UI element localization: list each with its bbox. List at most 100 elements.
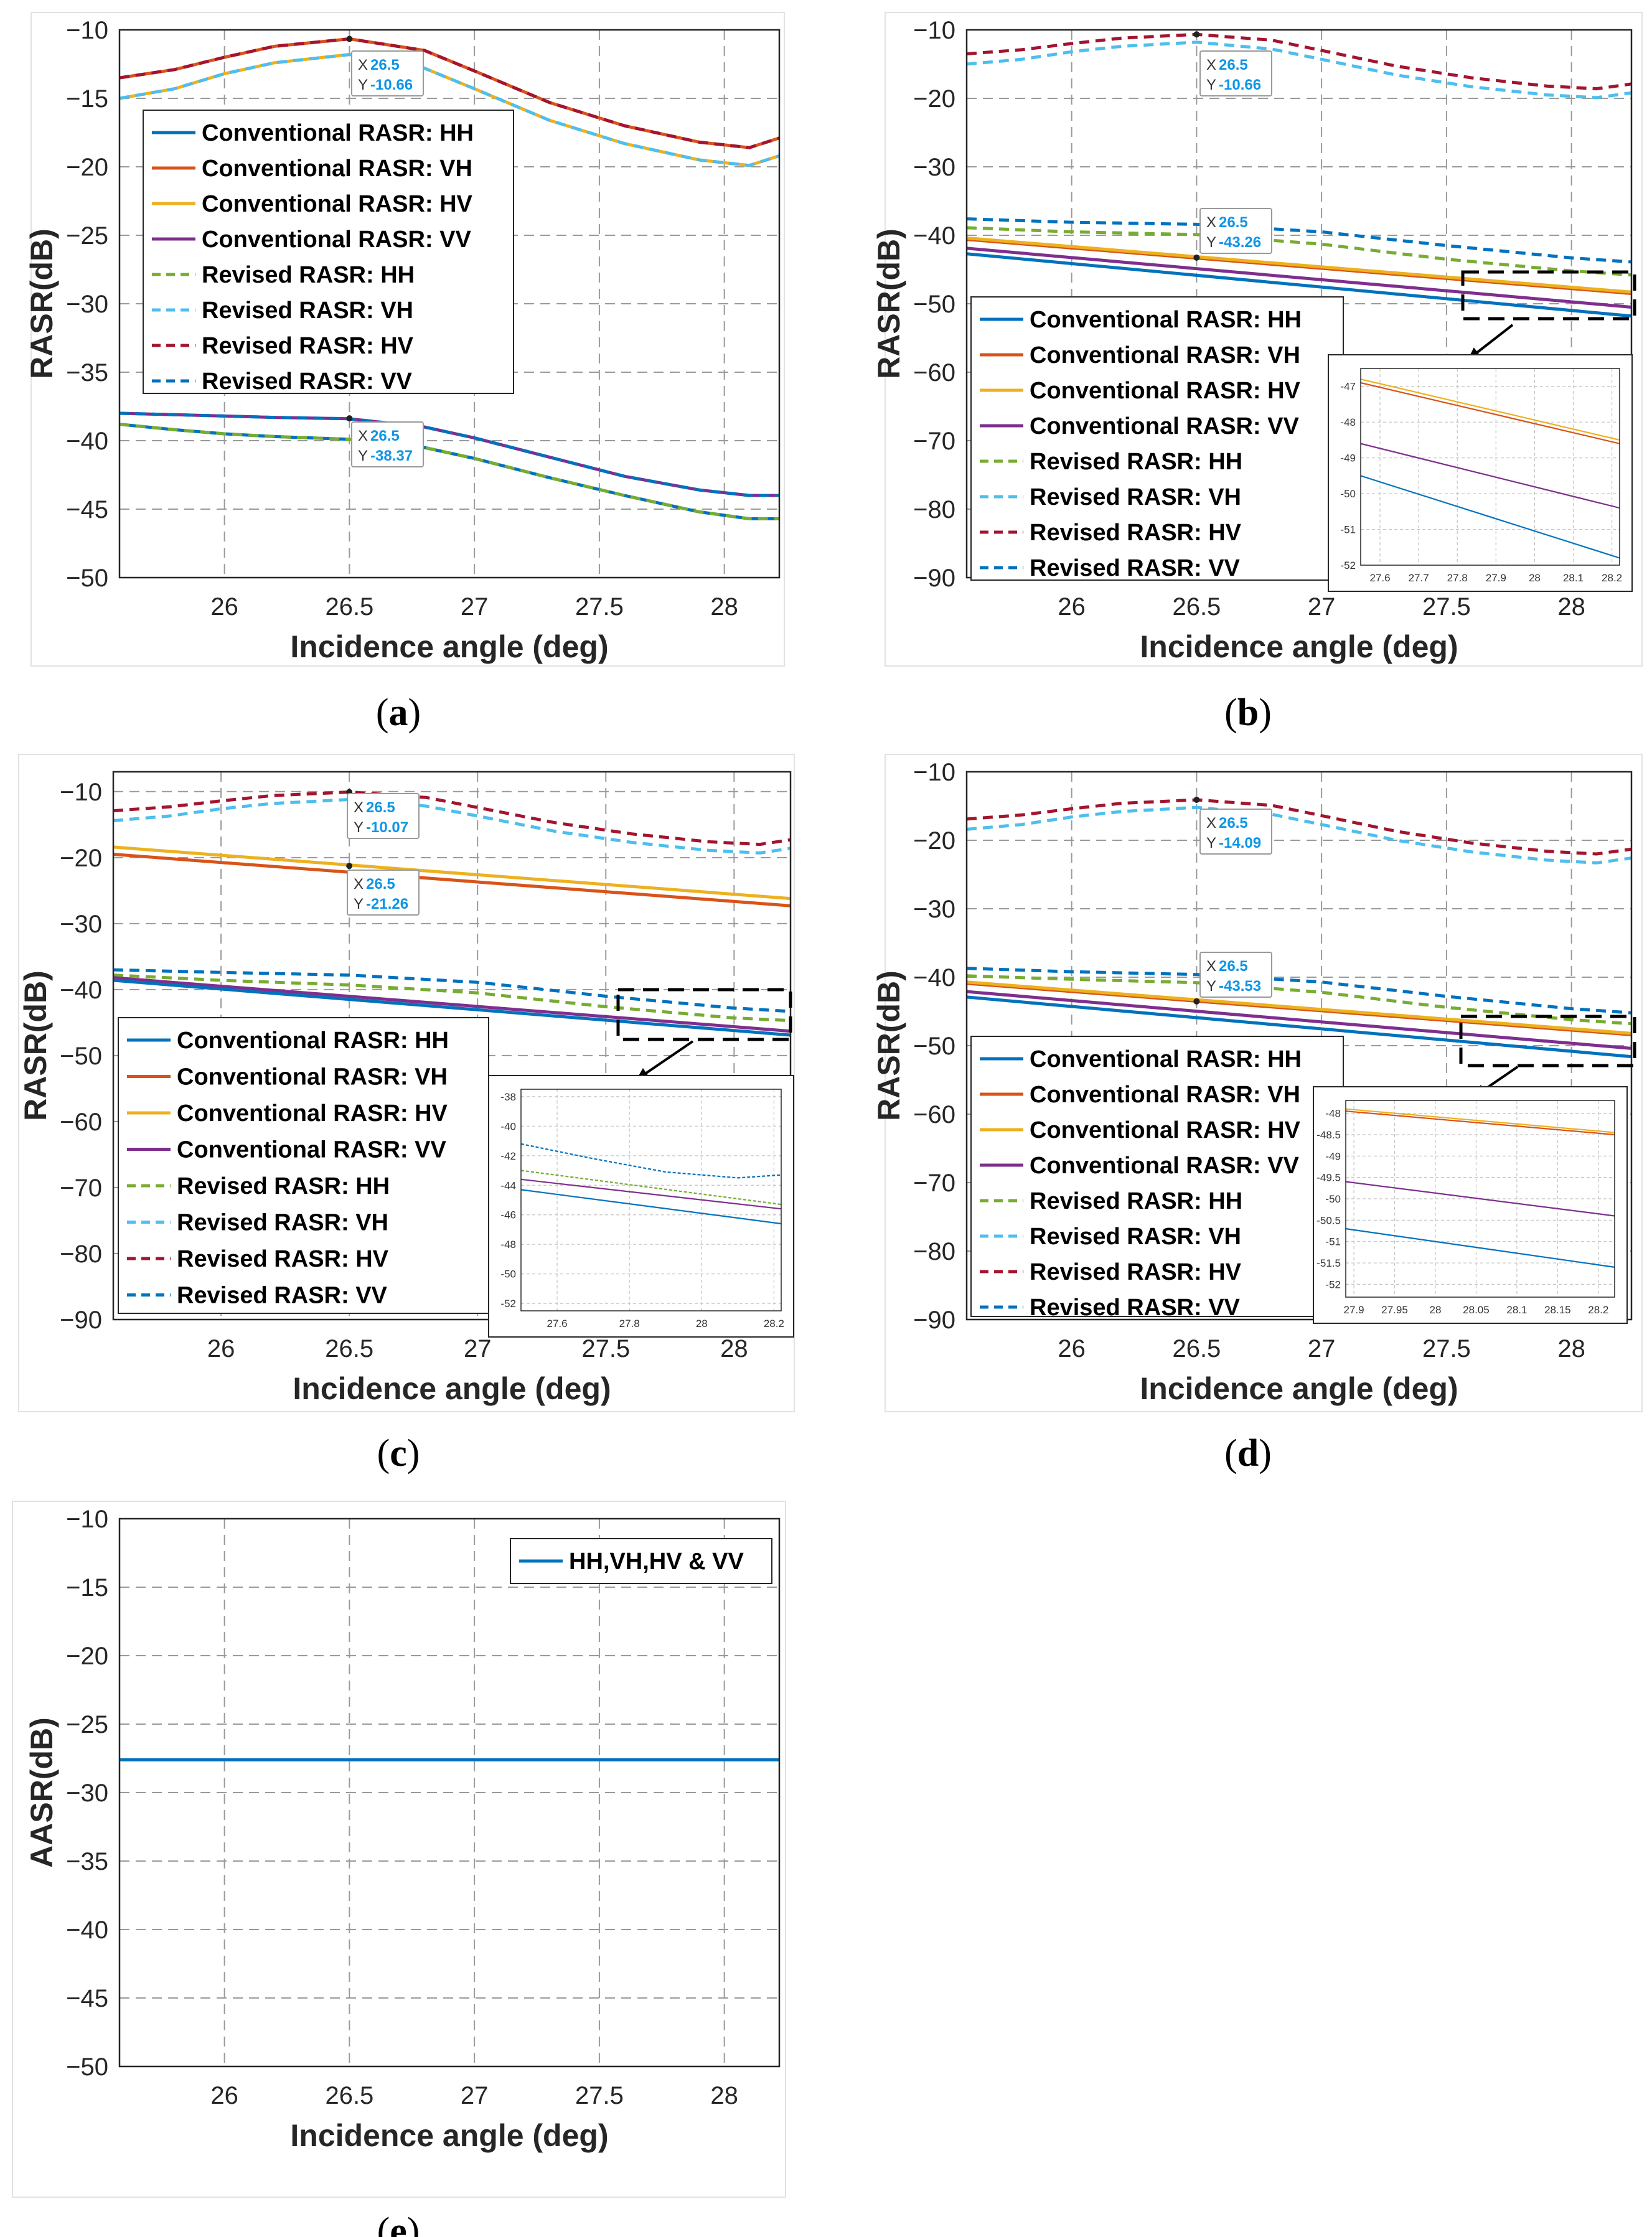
legend-label: Conventional RASR: VH [177, 1064, 448, 1090]
series-line [967, 995, 1631, 1059]
y-tick-label: −35 [66, 359, 108, 387]
x-tick-label: 27 [1308, 1335, 1336, 1362]
datatip-y-value: -43.26 [1219, 234, 1261, 251]
datatip-x-label: X [1206, 958, 1216, 975]
y-axis-label: RASR(dB) [871, 228, 906, 379]
x-tick-label: 28 [710, 2082, 738, 2109]
series-line [120, 411, 779, 497]
inset-series-line [1346, 1110, 1615, 1136]
y-tick-label: −80 [60, 1240, 102, 1268]
datatip-y-label: Y [354, 896, 364, 912]
inset-y-tick-label: -40 [500, 1120, 516, 1132]
caption-open-paren: ( [376, 692, 389, 734]
inset-y-tick-label: -52 [500, 1298, 516, 1310]
inset-y-tick-label: -51 [1325, 1236, 1341, 1248]
caption-close-paren: ) [1259, 1432, 1272, 1475]
inset-y-tick-label: -50 [500, 1269, 516, 1280]
zoom-box [616, 988, 792, 1041]
datatip-marker [346, 863, 353, 870]
y-tick-label: −60 [913, 359, 955, 387]
y-tick-label: −25 [66, 222, 108, 250]
inset-x-tick-label: 28.15 [1544, 1304, 1571, 1316]
datatip-marker [1193, 998, 1200, 1005]
series-line [120, 37, 779, 149]
series-line [967, 246, 1631, 309]
y-tick-label: −50 [913, 1033, 955, 1060]
y-tick-label: −30 [66, 1780, 108, 1807]
y-tick-label: −30 [66, 291, 108, 318]
x-tick-label: 26.5 [1172, 593, 1221, 621]
inset-y-tick-label: -38 [500, 1091, 516, 1103]
datatip-marker [1193, 31, 1200, 38]
legend-label: Revised RASR: VV [177, 1283, 388, 1309]
series-line [967, 217, 1631, 264]
datatip-box [351, 421, 424, 467]
y-tick-label: −10 [913, 17, 955, 44]
y-tick-label: −90 [913, 565, 955, 592]
series-line [113, 978, 791, 1037]
legend-label: Conventional RASR: HH [177, 1028, 449, 1054]
datatip-x-label: X [358, 428, 368, 444]
y-tick-label: −10 [913, 759, 955, 786]
legend-label: Revised RASR: VV [1030, 555, 1241, 581]
inset-y-tick-label: -49 [1340, 453, 1356, 464]
y-tick-label: −50 [66, 565, 108, 592]
inset-panel [1313, 1086, 1628, 1324]
legend-label: Conventional RASR: HV [202, 191, 473, 217]
series-line [113, 968, 791, 1013]
x-tick-label: 26.5 [325, 1335, 373, 1362]
x-tick-label: 26.5 [325, 593, 373, 621]
inset-x-tick-label: 28.1 [1506, 1304, 1527, 1316]
inset-y-tick-label: -44 [500, 1179, 516, 1191]
inset-x-tick-label: 27.9 [1486, 572, 1506, 584]
legend-label: Revised RASR: HV [1030, 1259, 1242, 1285]
datatip-y-value: -10.66 [1219, 77, 1261, 93]
chart-panel-a: 26 26.5 27 27.5 28 −10 −15 −20 −25 −30 −35 −40 −45 −5… [24, 12, 785, 734]
x-tick-label: 26 [210, 2082, 238, 2109]
y-tick-label: −60 [913, 1101, 955, 1128]
x-tick-label: 28 [1557, 1335, 1585, 1362]
datatip-y-label: Y [354, 819, 364, 836]
axes-box [118, 29, 781, 579]
datatip-y-value: -38.37 [370, 448, 413, 464]
x-tick-label: 27.5 [1422, 593, 1471, 621]
caption-letter: c [390, 1432, 407, 1475]
x-tick-label: 28 [710, 593, 738, 621]
inset-series-group [521, 1143, 781, 1225]
inset-series-group [1346, 1108, 1615, 1268]
legend-box [118, 1017, 489, 1314]
datatip-y-value: -43.53 [1219, 978, 1261, 995]
inset-x-tick-label: 28.05 [1463, 1304, 1490, 1316]
legend-label: Revised RASR: VH [1030, 1224, 1241, 1250]
series-group [113, 790, 791, 1037]
datatip-x-value: 26.5 [370, 57, 400, 73]
inset-x-tick-label: 27.6 [547, 1318, 568, 1330]
panel-caption: (c) [377, 1432, 420, 1475]
legend-label: Conventional RASR: HV [1030, 1117, 1301, 1143]
legend-label: Revised RASR: HV [202, 333, 414, 359]
series-group [967, 798, 1631, 1059]
legend-label: Conventional RASR: HH [1030, 1046, 1302, 1072]
caption-letter: b [1237, 692, 1259, 734]
y-tick-label: −40 [913, 964, 955, 992]
inset-x-tick-label: 27.8 [619, 1318, 640, 1330]
datatip-y-label: Y [358, 77, 368, 93]
x-axis-label: Incidence angle (deg) [293, 1371, 611, 1406]
inset-y-tick-label: -48 [1340, 416, 1356, 428]
datatip-x-value: 26.5 [1219, 958, 1248, 975]
caption-open-paren: ( [377, 1432, 390, 1475]
datatip-x-label: X [1206, 57, 1216, 73]
inset-axes-box [1345, 1100, 1615, 1298]
series-group [120, 37, 779, 520]
series-line [120, 53, 779, 167]
datatip-x-label: X [354, 799, 364, 816]
inset-panel [488, 1075, 794, 1338]
inset-series-line [1361, 382, 1620, 444]
legend-label: Conventional RASR: HH [202, 120, 474, 146]
legend: HH,VH,HV & VV [510, 1538, 772, 1584]
legend-box [970, 296, 1344, 581]
y-tick-label: −70 [913, 1170, 955, 1197]
chart-panel-b: 26 26.5 27 27.5 28 −10 −20 −30 −40 −50 −60 −70 −80 −9… [871, 12, 1643, 734]
inset-x-tick-label: 28 [1529, 572, 1541, 584]
y-tick-label: −15 [66, 85, 108, 113]
